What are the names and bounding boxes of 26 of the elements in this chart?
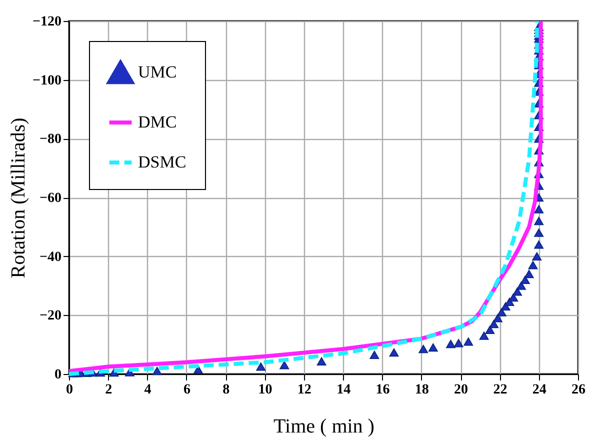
x-tick-label: 2	[105, 382, 112, 398]
x-tick-label: 26	[572, 382, 586, 398]
y-tick-label: 0	[54, 368, 62, 382]
x-tick-label: 10	[258, 382, 272, 398]
legend-label: DSMC	[138, 152, 186, 172]
x-tick-label: 8	[222, 382, 230, 398]
y-tick-label: −60	[40, 191, 62, 206]
y-tick-label: −40	[40, 250, 62, 265]
y-axis-title: Rotation (Millirads)	[8, 118, 30, 278]
x-axis-title: Time ( min )	[274, 416, 374, 438]
x-tick-label: 24	[532, 382, 546, 398]
x-tick-label: 6	[183, 382, 190, 398]
x-tick-label: 18	[414, 382, 429, 398]
legend-label: UMC	[138, 62, 177, 82]
legend-label: DMC	[138, 112, 177, 132]
x-tick-label: 22	[493, 382, 508, 398]
x-tick-label: 16	[376, 382, 390, 398]
x-tick-label: 4	[144, 382, 152, 398]
y-tick-label: −100	[32, 73, 62, 88]
y-tick-label: −20	[40, 308, 62, 324]
y-tick-label: −80	[40, 132, 62, 148]
y-tick-label: −120	[32, 14, 62, 30]
x-tick-label: 14	[336, 382, 351, 398]
x-tick-label: 20	[454, 382, 468, 398]
x-tick-label: 0	[66, 382, 73, 398]
x-tick-label: 12	[297, 382, 312, 398]
